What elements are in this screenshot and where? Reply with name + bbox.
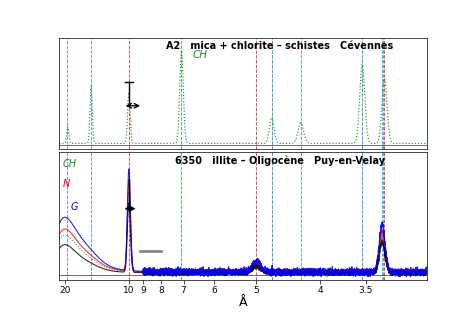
Text: CH: CH (192, 50, 208, 60)
Text: CH: CH (63, 159, 77, 169)
Text: 6350   illite – Oligocène   Puy-en-Velay: 6350 illite – Oligocène Puy-en-Velay (174, 156, 385, 166)
X-axis label: Å: Å (238, 296, 247, 309)
Text: A2   mica + chlorite – schistes   Cévennes: A2 mica + chlorite – schistes Cévennes (166, 41, 393, 51)
Text: G: G (70, 202, 78, 212)
Text: N: N (63, 179, 70, 189)
